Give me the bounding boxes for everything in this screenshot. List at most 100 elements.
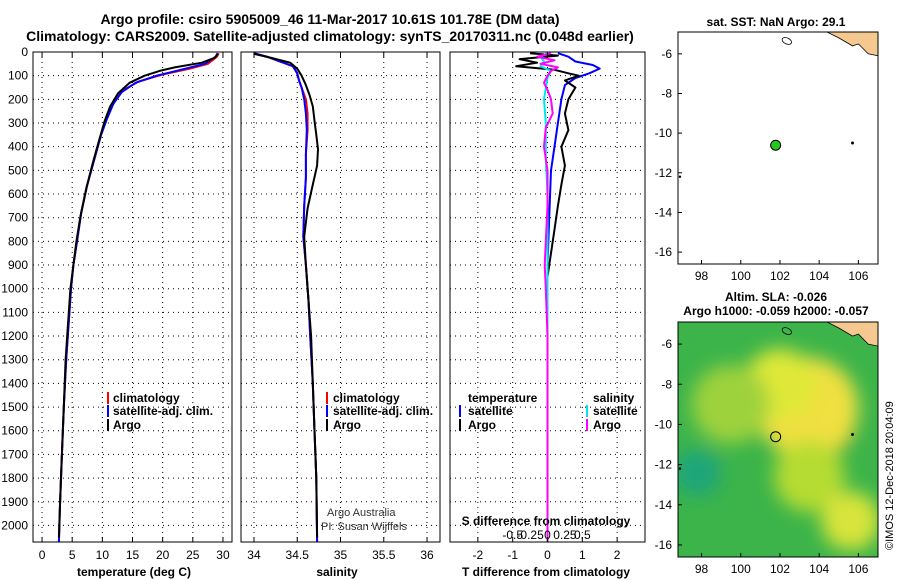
salinity-x-ticks: 34 34.5 35 35.5 36: [247, 52, 434, 562]
sst-map-frame: [677, 31, 879, 265]
map-x-tick-label: 106: [848, 269, 868, 283]
island: [678, 467, 682, 470]
x-tick-label: 34.5: [286, 548, 310, 562]
island: [851, 432, 855, 436]
sla-anomaly-blob: [821, 491, 878, 551]
y-tick-label: 700: [8, 211, 28, 225]
temperature-x-ticks: 0 5 10 15 20 25 30: [39, 52, 230, 562]
sla-anomaly-field: [678, 348, 878, 551]
y-tick-label: 2000: [1, 518, 28, 532]
legend-satellite-label: satellite-adj. clim.: [333, 404, 433, 418]
map-y-tick-label: -12: [655, 166, 673, 180]
sst-map-ticks: 98 100 102 104 106 -6 -8 -10 -12 -14 -16: [655, 47, 869, 283]
y-tick-label: 800: [8, 234, 28, 248]
x-tick-label: 36: [420, 548, 434, 562]
x-tick-label: 25: [186, 548, 200, 562]
y-tick-label: 0: [21, 45, 28, 59]
y-tick-label: 200: [8, 92, 28, 106]
legend-argo-label: Argo: [113, 418, 141, 432]
series-line-climatology: [57, 52, 220, 543]
sla-anomaly-blob: [774, 441, 845, 512]
pi-institution: Argo Australia: [327, 507, 396, 519]
sla-map-panel: Altim. SLA: -0.026 Argo h1000: -0.059 h2…: [655, 290, 879, 576]
difference-panel: -2 -1 0 1 2 -0.5-0.25 0 0.250.5 T difference f…: [449, 51, 646, 579]
land-mass: [826, 322, 878, 347]
y-tick-label: 900: [8, 258, 28, 272]
y-tick-label: 600: [8, 187, 28, 201]
map-y-tick-label: -16: [655, 538, 673, 552]
y-tick-label: 1100: [2, 305, 28, 319]
y-tick-label: 100: [8, 69, 28, 83]
temperature-grid: [33, 51, 232, 542]
float-position-marker: [770, 431, 782, 443]
x-tick-label: 20: [156, 548, 170, 562]
map-y-tick-label: -6: [661, 47, 672, 61]
y-tick-label: 1600: [1, 424, 28, 438]
series-line-argo: [57, 53, 219, 538]
x-tick-label: 5: [69, 548, 76, 562]
x-tick-label: 1: [579, 548, 586, 562]
sst-map-title: sat. SST: NaN Argo: 29.1: [707, 15, 846, 29]
map-x-tick-label: 98: [695, 269, 709, 283]
sla-map-ticks: 98 100 102 104 106 -6 -8 -10 -12 -14 -16: [655, 337, 869, 576]
map-y-tick-label: -12: [655, 458, 673, 472]
island: [678, 175, 682, 178]
x-tick-label: 0: [544, 548, 551, 562]
map-x-tick-label: 104: [809, 562, 829, 576]
map-x-tick-label: 104: [809, 269, 829, 283]
pressure-y-ticks: 0 100 200 300 400 500 600 700 800 900 1000 1100 1200…: [1, 45, 28, 532]
series-line-argo: [253, 52, 319, 538]
figure-title-line-1: Argo profile: csiro 5905009_46 11-Mar-20…: [100, 11, 560, 27]
y-tick-label: 1200: [1, 329, 28, 343]
x-tick-label: -1: [507, 548, 518, 562]
sla-anomaly-blob: [678, 449, 722, 497]
salinity-x-label: salinity: [316, 565, 358, 579]
t-difference-x-label: T difference from climatology: [462, 565, 630, 579]
salinity-grid: [241, 51, 440, 542]
x-tick-label: 10: [96, 548, 110, 562]
island: [781, 327, 792, 335]
map-y-tick-label: -14: [655, 498, 673, 512]
s-diff-tick-label: -0.5: [502, 528, 523, 542]
map-x-tick-label: 106: [848, 562, 868, 576]
figure-title-line-2: Climatology: CARS2009. Satellite-adjuste…: [26, 28, 634, 44]
s-diff-tick-label: 0: [544, 528, 551, 542]
sla-map-frame: [677, 321, 879, 558]
map-y-tick-label: -14: [655, 205, 673, 219]
x-tick-label: 15: [126, 548, 140, 562]
legend-t-satellite-label: satellite: [468, 404, 513, 418]
float-position-marker: [770, 139, 782, 151]
island: [851, 141, 855, 145]
sla-map-land: [678, 322, 878, 470]
t-difference-x-ticks: -2 -1 0 1 2: [473, 52, 621, 562]
legend-salinity-heading: salinity: [593, 391, 635, 405]
legend-t-argo-label: Argo: [468, 418, 496, 432]
credit-stamp: ©IMOS 12-Dec-2018 20:04:09: [884, 401, 896, 550]
legend-climatology-label: climatology: [333, 391, 400, 405]
y-tick-label: 1400: [1, 376, 28, 390]
legend-satellite-label: satellite-adj. clim.: [113, 404, 213, 418]
s-diff-tick-label: -0.25: [516, 528, 544, 542]
y-tick-label: 1800: [1, 471, 28, 485]
x-tick-label: 2: [614, 548, 621, 562]
x-tick-label: 35: [334, 548, 348, 562]
y-tick-label: 1300: [1, 353, 28, 367]
temperature-series: [57, 52, 220, 543]
legend-s-argo-label: Argo: [593, 418, 621, 432]
temperature-legend: climatology satellite-adj. clim. Argo: [107, 391, 213, 432]
y-tick-label: 300: [8, 116, 28, 130]
sst-map-panel: sat. SST: NaN Argo: 29.1 98 100 102 104 106 -…: [655, 15, 879, 283]
y-tick-label: 1700: [1, 447, 28, 461]
map-x-tick-label: 100: [731, 269, 751, 283]
salinity-legend: climatology satellite-adj. clim. Argo: [326, 391, 433, 432]
s-diff-tick-label: 0.25: [553, 528, 577, 542]
map-y-tick-label: -16: [655, 245, 673, 259]
y-tick-label: 1000: [1, 282, 28, 296]
y-tick-label: 1500: [1, 400, 28, 414]
series-line-salinity-argo: [536, 52, 559, 542]
y-tick-label: 1900: [1, 495, 28, 509]
x-tick-label: 35.5: [372, 548, 396, 562]
legend-temperature-heading: temperature: [468, 391, 538, 405]
series-line-satellite-adj-clim-: [57, 52, 219, 543]
